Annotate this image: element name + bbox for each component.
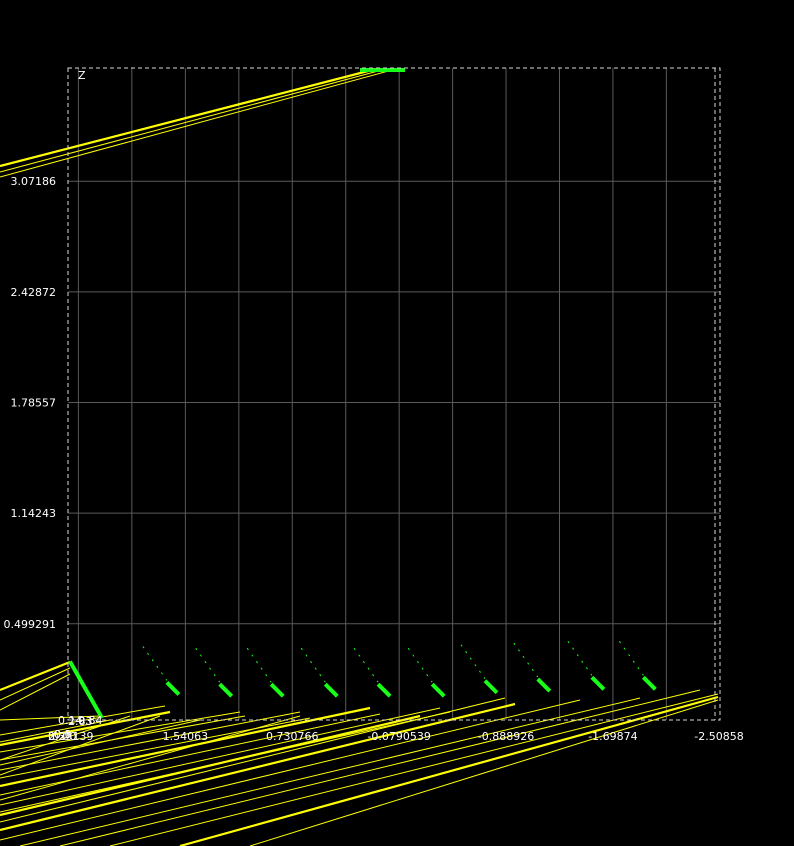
upper-trace-main [0, 68, 373, 168]
lower-trace-18 [59, 689, 701, 846]
lower-trace-11 [0, 713, 381, 796]
z-tick-label-4: 3.07186 [11, 175, 57, 188]
y-tick-labels: 0.499291 1.14243 1.78557 2.42872 3.07186 0.14… [4, 175, 103, 728]
marker-dash-10 [618, 641, 644, 676]
lower-trace-6 [0, 711, 241, 753]
x-tick-label-6: -2.50858 [694, 730, 743, 743]
lower-trace-2 [0, 673, 71, 711]
lower-trace-8 [0, 711, 301, 771]
marker-0 [68, 660, 104, 719]
lower-trace-27 [0, 719, 201, 766]
grid [68, 68, 720, 720]
marker-10 [641, 675, 657, 691]
plot-frame [67, 67, 721, 721]
upper-trace-2 [0, 69, 393, 178]
upper-trace-1 [0, 69, 383, 173]
x-tick-label-2: 0.730766 [266, 730, 319, 743]
lower-trace-7 [0, 715, 246, 761]
x-tick-labels: 2.35139 1.54063 0.730766 -0.0790539 -0.88892… [48, 728, 744, 743]
marker-1 [165, 681, 181, 696]
lower-trace-15 [0, 702, 516, 832]
marker-dash-5 [353, 647, 379, 683]
marker-segments [68, 68, 657, 719]
lower-trace-0 [0, 660, 71, 692]
x-tick-label-0: 2.35139 [48, 730, 94, 743]
marker-dash-2 [195, 647, 221, 683]
marker-5 [376, 682, 392, 698]
marker-dash-9 [567, 641, 593, 676]
lower-trace-14 [0, 697, 506, 823]
marker-dash-1 [142, 646, 168, 681]
marker-8 [536, 677, 552, 693]
z-axis-title: Z [78, 69, 86, 82]
lower-trace-12 [0, 707, 441, 806]
z-tick-label-3: 2.42872 [11, 286, 57, 299]
trace-lines [0, 68, 719, 846]
marker-dash-4 [300, 647, 326, 683]
marker-dash-6 [407, 647, 433, 683]
marker-2 [218, 682, 234, 698]
x-tick-label-4: -0.888926 [478, 730, 534, 743]
x-tick-label-3: -0.0790539 [367, 730, 430, 743]
marker-7 [483, 679, 499, 695]
origin-overlap-label-1: -0.0 [50, 728, 71, 741]
origin-overlap-z-label-0: 0.14 [58, 714, 83, 727]
lower-trace-1 [0, 667, 71, 701]
lower-trace-22 [0, 715, 131, 761]
lower-trace-16 [0, 699, 581, 841]
lower-trace-17 [19, 697, 641, 846]
lower-trace-24 [0, 715, 301, 801]
lower-trace-5 [0, 710, 171, 747]
marker-9 [590, 675, 606, 691]
z-tick-label-1: 1.14243 [11, 507, 57, 520]
lower-trace-25 [0, 714, 421, 817]
z-tick-label-0: 0.499291 [4, 618, 57, 631]
marker-6 [430, 682, 446, 698]
marker-dash-8 [513, 642, 539, 678]
z-tick-label-2: 1.78557 [11, 397, 57, 410]
marker-4 [323, 682, 339, 698]
origin-overlap-z-label-2: 0.84 [78, 714, 103, 727]
lower-trace-19 [109, 693, 719, 846]
x-tick-label-1: 1.54063 [163, 730, 209, 743]
lower-trace-10 [0, 706, 371, 788]
lower-trace-20 [179, 695, 719, 846]
marker-3 [269, 682, 285, 698]
origin-overlap-label-0: 0.2 [48, 730, 66, 743]
origin-overlap-z-label-1: 2.83 [68, 715, 93, 728]
origin-overlap-label-3: 0.3 [54, 728, 72, 741]
lower-trace-21 [249, 699, 719, 846]
marker-dash-7 [460, 644, 486, 680]
origin-overlap-label-2: 0.00 [52, 730, 77, 743]
lower-trace-26 [0, 719, 111, 743]
lower-trace-23 [0, 715, 161, 776]
x-tick-label-5: -1.69874 [588, 730, 637, 743]
marker-dash-3 [246, 647, 272, 683]
lower-trace-3 [0, 715, 101, 721]
